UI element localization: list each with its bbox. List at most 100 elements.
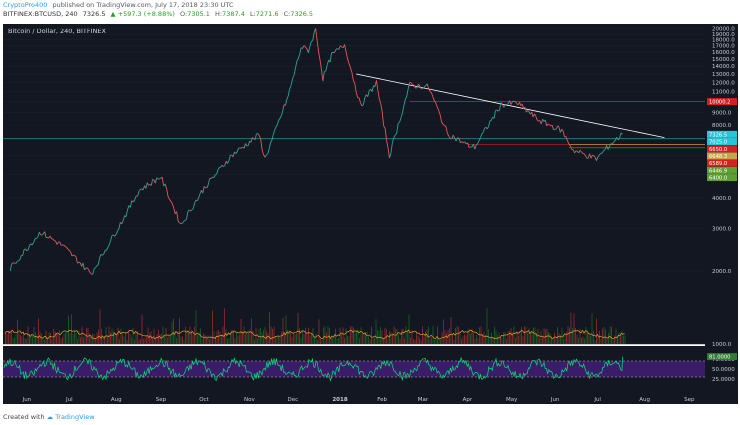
volume-bar (114, 334, 116, 344)
y-tick-label: 11000.0 (712, 90, 735, 96)
volume-bar (152, 338, 153, 344)
price-candle (221, 164, 224, 167)
price-candle (463, 141, 465, 144)
price-candle (581, 151, 584, 154)
volume-bar (321, 339, 323, 344)
volume-bar (123, 336, 125, 344)
price-tag (707, 152, 737, 160)
volume-bar (327, 326, 329, 344)
volume-bar (392, 333, 393, 344)
price-candle (446, 132, 450, 137)
y-tick-label: 2000.0 (712, 269, 732, 275)
price-candle (418, 83, 421, 87)
price-candle (47, 237, 49, 239)
volume-bar (54, 331, 56, 344)
volume-bar (173, 318, 174, 344)
price-candle (100, 253, 103, 256)
volume-bar (489, 338, 491, 344)
price-candle (535, 116, 538, 121)
price-candle (540, 119, 544, 125)
price-candle (268, 142, 271, 150)
price-candle (63, 244, 66, 247)
volume-bar (464, 334, 465, 344)
volume-bar (533, 327, 534, 344)
volume-bar (371, 326, 372, 344)
volume-bar (578, 337, 579, 344)
volume-bar (237, 335, 239, 344)
volume-bar (273, 326, 275, 344)
price-candle (75, 257, 78, 264)
volume-bar (240, 318, 242, 344)
volume-bar (491, 332, 492, 344)
price-candle (422, 86, 425, 89)
y-tick-label: 15000.0 (712, 57, 735, 63)
price-candle (156, 177, 159, 180)
price-candle (334, 49, 337, 53)
volume-bar (297, 312, 299, 344)
x-tick-label: 2018 (332, 397, 347, 403)
price-candle (578, 150, 581, 154)
volume-bar (402, 328, 404, 344)
volume-bar (168, 335, 170, 344)
volume-bar (396, 328, 398, 344)
author-link[interactable]: CryptoPro400 (3, 1, 48, 9)
x-tick-label: Aug (639, 397, 650, 403)
price-candle (613, 140, 616, 143)
rsi-tick-label: 50.0000 (712, 367, 735, 373)
volume-bar (360, 327, 362, 344)
price-candle (73, 254, 75, 256)
price-candle (52, 238, 55, 241)
price-candle (490, 117, 494, 121)
price-candle (489, 119, 492, 122)
volume-bar (8, 331, 9, 344)
volume-bar (174, 331, 176, 344)
volume-bar (77, 339, 78, 344)
volume-bar (576, 334, 578, 344)
volume-bar (468, 328, 470, 344)
price-tag-label: 6400.0 (709, 176, 727, 182)
footer: Created with ☁ TradingView (3, 413, 95, 421)
price-candle (467, 142, 470, 148)
price-candle (612, 141, 615, 145)
volume-bar (332, 337, 333, 344)
tradingview-link[interactable]: TradingView (55, 413, 95, 421)
rsi-last-label: 81.0000 (709, 355, 730, 361)
volume-bar (254, 339, 255, 344)
y-tick-label: 3000.0 (712, 226, 732, 232)
price-candle (452, 134, 455, 138)
volume-bar (434, 339, 435, 344)
volume-bar (500, 337, 501, 344)
price-candle (318, 51, 321, 60)
price-candle (107, 244, 110, 248)
rsi-band (3, 361, 705, 377)
volume-bar (368, 336, 369, 344)
volume-bar (624, 334, 626, 344)
volume-bar (314, 336, 315, 344)
price-tag-label: 6446.9 (709, 168, 727, 174)
rsi-line (3, 356, 623, 382)
volume-bar (530, 334, 531, 344)
volume-bar (308, 327, 309, 344)
volume-bar (189, 326, 191, 344)
volume-bar (143, 338, 144, 344)
volume-bar (422, 326, 423, 344)
price-candle (148, 183, 151, 186)
volume-bar (581, 337, 582, 344)
volume-bar (239, 334, 240, 344)
volume-bar (623, 335, 624, 344)
volume-bar (404, 338, 405, 344)
price-candle (279, 115, 282, 119)
volume-bar (120, 328, 122, 344)
volume-bar (426, 329, 428, 344)
price-candle (477, 140, 480, 144)
volume-bar (281, 331, 282, 344)
volume-bar (110, 332, 111, 344)
volume-bar (27, 326, 29, 344)
price-candle (410, 82, 413, 86)
volume-bar (278, 336, 279, 344)
price-candle (15, 261, 18, 264)
volume-bar (473, 333, 474, 344)
price-candle (439, 114, 443, 123)
price-chart[interactable]: Bitcoin / Dollar, 240, BITFINEX 20000.019… (0, 20, 740, 411)
price-candle (115, 230, 118, 235)
